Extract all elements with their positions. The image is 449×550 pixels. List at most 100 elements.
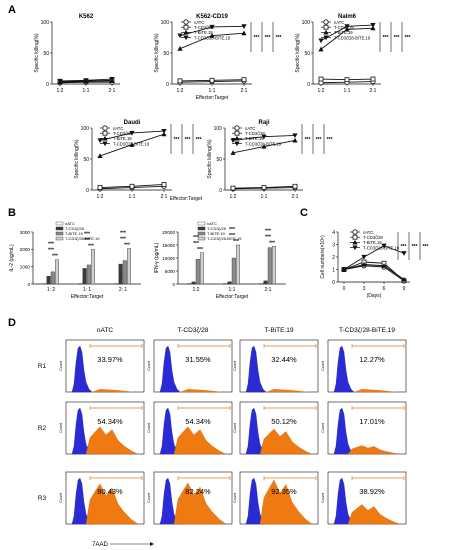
bar	[50, 271, 55, 285]
marker-triangle	[401, 276, 407, 282]
row-label: R2	[38, 425, 47, 432]
x-tick-label: 2:1	[370, 88, 377, 94]
x-tick-label: 3	[363, 286, 366, 292]
marker-triangle	[97, 153, 103, 158]
marker-triangle	[183, 29, 189, 35]
marker-triangle-down	[352, 245, 358, 251]
marker-triangle	[292, 137, 298, 143]
positive-population	[85, 426, 139, 455]
y-axis-label: IFN-γ (pg/mL)	[154, 242, 160, 273]
y-tick-label: 10000	[162, 256, 175, 261]
y-axis-label: Count	[321, 361, 325, 371]
negative-population	[71, 345, 93, 393]
y-tick-label: 4	[332, 230, 335, 236]
marker-square	[344, 77, 350, 83]
y-axis-label: Count	[233, 493, 237, 503]
x-axis-label: Effector:Target	[216, 294, 249, 300]
y-axis-label: Specific killing(%)	[154, 33, 160, 73]
x-tick-label: 1: 1	[83, 287, 92, 293]
marker-square	[161, 182, 167, 187]
legend-swatch	[197, 236, 206, 241]
legend-label: T-CD3ζ/28-BiTE.19	[207, 236, 242, 241]
bar	[187, 283, 192, 285]
significance-brackets: *** *** ***	[301, 124, 332, 154]
marker-triangle-down	[102, 141, 108, 147]
y-tick-label: 50	[43, 51, 49, 57]
positive-population	[354, 389, 398, 392]
legend-swatch	[55, 236, 64, 241]
y-axis-label: Count	[147, 423, 151, 433]
legend-swatch	[55, 226, 64, 231]
y-axis-label: Specific killing(%)	[207, 139, 213, 179]
marker-triangle-down	[361, 254, 367, 260]
x-axis-label: Effector:Target	[196, 95, 229, 101]
marker-triangle	[344, 26, 350, 32]
significance-label: ***	[383, 35, 389, 41]
line-chart: K562-CD19 0 50 100 1:2 1:1 2:1 Effector:Target S…	[154, 14, 281, 101]
flow-histogram: Count 17.01%	[321, 401, 407, 455]
legend-label: T-BiTE.19	[207, 231, 226, 236]
significance-label: ***	[316, 137, 322, 143]
marker-triangle	[230, 150, 236, 155]
line-chart: Raji 0 50 100 1:2 1:1 2:1 Specific killing(%) nA…	[207, 120, 332, 200]
y-tick-label: 0	[172, 282, 175, 287]
legend-label: T-CD3ζ/28	[194, 25, 214, 30]
flow-histogram: Count 31.55%	[147, 339, 233, 393]
x-tick-label: 1:2	[318, 88, 325, 94]
y-axis-label: Count	[321, 493, 325, 503]
significance-label: ***	[185, 137, 191, 143]
gate-percent: 32.44%	[271, 355, 297, 364]
legend-swatch	[197, 226, 206, 231]
legend-label: T-CD3ζ/28	[113, 131, 133, 136]
negative-population	[245, 345, 267, 393]
x-axis-label: Effector:Target	[71, 294, 104, 300]
x-tick-label: 1:1	[129, 194, 136, 200]
y-tick-label: 0	[219, 188, 222, 194]
y-axis-label: Specific killing(%)	[34, 33, 40, 73]
marker-triangle-down	[209, 24, 215, 30]
y-tick-label: 100	[41, 20, 50, 26]
y-axis-label: Count	[59, 361, 63, 371]
gate-percent: 17.01%	[359, 417, 385, 426]
gate-percent: 12.27%	[359, 355, 385, 364]
negative-population	[159, 345, 181, 393]
line-chart: Daudi 0 50 100 1:2 1:1 2:1 Specific killing(%) n…	[74, 120, 201, 200]
flow-histogram: Count 92.35%	[233, 471, 319, 525]
bar	[199, 252, 204, 285]
marker-triangle	[129, 142, 135, 147]
legend-label: T-CD3ζ/28	[65, 226, 85, 231]
marker-square	[352, 234, 358, 240]
significance-label: ***	[196, 137, 202, 143]
x-tick-label: 1:2	[97, 194, 104, 200]
x-tick-label: 1:2	[230, 194, 237, 200]
marker-square	[323, 24, 329, 30]
positive-population	[259, 428, 313, 455]
bar	[272, 246, 277, 285]
marker-triangle-down	[57, 78, 63, 84]
legend-label: T-BiTE.19	[245, 136, 264, 141]
marker-triangle	[161, 131, 167, 137]
x-tick-label: 1:1	[261, 194, 268, 200]
marker-triangle	[323, 29, 329, 35]
bar	[223, 283, 228, 285]
legend-swatch	[197, 221, 206, 226]
marker-square	[183, 24, 189, 30]
significance-label: ***	[124, 242, 130, 248]
line-chart: K562 0 50 100 1:2 1:1 2:1 Specific killing(%)	[34, 14, 120, 94]
flow-histogram: Count 82.24%	[147, 471, 233, 525]
legend-label: nATC	[207, 221, 217, 226]
bar	[122, 260, 127, 285]
bar	[118, 263, 123, 285]
marker-triangle	[209, 33, 215, 38]
legend-label: T-CD3ζ/28	[207, 226, 227, 231]
bar	[259, 283, 264, 285]
y-tick-label: 0	[166, 82, 169, 88]
significance-label: ***	[233, 239, 239, 245]
marker-triangle-down	[97, 138, 103, 143]
bar	[55, 259, 60, 285]
marker-square	[97, 185, 103, 190]
